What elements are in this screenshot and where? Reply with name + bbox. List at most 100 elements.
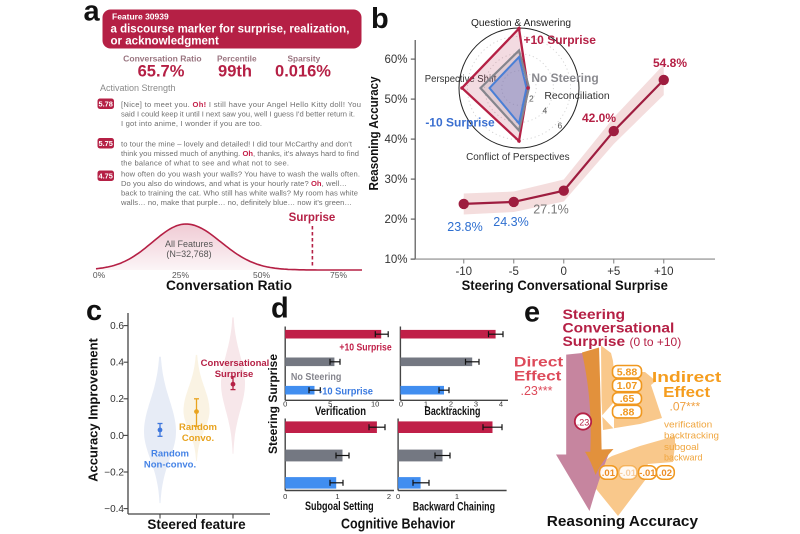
- svg-text:Verification: Verification: [315, 406, 366, 418]
- svg-text:Conversational: Conversational: [201, 358, 270, 369]
- svg-text:walls… no, make that purple… n: walls… no, make that purple… no, definit…: [120, 198, 352, 207]
- svg-text:Steering Conversational Surpri: Steering Conversational Surprise: [462, 278, 669, 293]
- svg-text:75%: 75%: [330, 270, 347, 280]
- svg-text:10%: 10%: [384, 254, 407, 266]
- svg-text:No Steering: No Steering: [531, 71, 598, 85]
- svg-text:0.2: 0.2: [110, 394, 124, 405]
- svg-text:.65: .65: [620, 393, 635, 405]
- svg-text:All Features: All Features: [165, 239, 214, 249]
- svg-text:a: a: [84, 0, 101, 28]
- svg-text:25%: 25%: [172, 270, 189, 280]
- svg-text:Random: Random: [151, 449, 189, 460]
- svg-text:-10: -10: [455, 266, 472, 278]
- svg-text:Do you also do windows, and wh: Do you also do windows, and what is your…: [121, 179, 347, 188]
- svg-text:Reconciliation: Reconciliation: [544, 90, 610, 102]
- svg-text:20%: 20%: [384, 214, 407, 226]
- svg-text:.23***: .23***: [521, 384, 553, 398]
- svg-text:6: 6: [558, 121, 563, 131]
- svg-text:1: 1: [335, 492, 339, 501]
- svg-text:0.0: 0.0: [110, 431, 124, 442]
- svg-text:0: 0: [399, 400, 403, 409]
- svg-text:backtracking: backtracking: [664, 431, 719, 442]
- svg-text:30%: 30%: [384, 174, 407, 186]
- svg-text:0: 0: [283, 400, 287, 409]
- svg-text:(0 to +10): (0 to +10): [630, 335, 682, 349]
- svg-text:0.4: 0.4: [110, 358, 124, 369]
- svg-text:−0.2: −0.2: [104, 467, 124, 478]
- svg-text:back to training the cat. Who: back to training the cat. Who still has …: [121, 189, 358, 198]
- svg-text:to tour the mine – lovely and: to tour the mine – lovely and detailed! …: [121, 140, 353, 149]
- svg-text:24.3%: 24.3%: [493, 215, 528, 229]
- svg-text:Surprise: Surprise: [563, 333, 626, 349]
- svg-text:0%: 0%: [93, 270, 106, 280]
- svg-text:Indirect: Indirect: [652, 369, 721, 386]
- svg-text:Surprise: Surprise: [289, 212, 336, 224]
- svg-text:Feature 30939: Feature 30939: [112, 12, 169, 22]
- svg-text:1.07: 1.07: [617, 380, 638, 392]
- svg-text:0: 0: [283, 492, 287, 501]
- svg-text:4: 4: [543, 106, 548, 116]
- svg-text:Steered feature: Steered feature: [147, 517, 246, 532]
- svg-text:Convo.: Convo.: [182, 433, 214, 444]
- svg-text:-.01: -.01: [620, 468, 637, 479]
- svg-text:c: c: [86, 295, 102, 327]
- svg-text:-10 Surprise: -10 Surprise: [319, 387, 373, 398]
- svg-text:I got into anime, I wonder if: I got into anime, I wonder if you are to…: [121, 119, 262, 128]
- svg-text:Subgoal Setting: Subgoal Setting: [305, 501, 374, 513]
- svg-text:54.8%: 54.8%: [653, 56, 687, 70]
- svg-text:a discourse marker for surpris: a discourse marker for surprise, realiza…: [111, 22, 350, 36]
- svg-text:the balance of what to see and: the balance of what to see and what not …: [121, 159, 289, 168]
- svg-text:40%: 40%: [384, 134, 407, 146]
- svg-text:+10 Surprise: +10 Surprise: [339, 343, 392, 354]
- svg-text:-5: -5: [509, 266, 519, 278]
- svg-text:said I could keep it until I n: said I could keep it until I next saw yo…: [121, 109, 355, 118]
- svg-text:e: e: [524, 297, 540, 329]
- svg-text:[Nice] to meet you. Oh! I stil: [Nice] to meet you. Oh! I still have you…: [121, 100, 361, 109]
- svg-text:2: 2: [387, 492, 391, 501]
- svg-text:0: 0: [396, 492, 400, 501]
- svg-text:Conversational: Conversational: [563, 320, 675, 336]
- svg-text:Conversation Ratio: Conversation Ratio: [166, 278, 292, 293]
- svg-text:50%: 50%: [253, 270, 270, 280]
- svg-text:0: 0: [561, 266, 567, 278]
- svg-text:Conflict of Perspectives: Conflict of Perspectives: [466, 151, 569, 163]
- svg-text:Perspective Shift: Perspective Shift: [425, 73, 497, 85]
- svg-text:+5: +5: [607, 266, 620, 278]
- svg-text:Effect: Effect: [514, 369, 562, 384]
- svg-text:+10: +10: [654, 266, 674, 278]
- svg-text:-.01: -.01: [639, 468, 656, 479]
- svg-text:0.6: 0.6: [110, 321, 124, 332]
- svg-text:Steering Surprise: Steering Surprise: [266, 354, 280, 454]
- svg-text:5.88: 5.88: [617, 367, 638, 379]
- svg-text:Direct: Direct: [514, 355, 564, 370]
- svg-text:.88: .88: [620, 406, 635, 418]
- svg-text:23.8%: 23.8%: [447, 220, 482, 234]
- svg-text:5: 5: [328, 400, 332, 409]
- svg-text:verification: verification: [664, 420, 712, 431]
- svg-text:0.016%: 0.016%: [275, 63, 331, 81]
- svg-text:4.75: 4.75: [99, 171, 113, 180]
- svg-text:No Steering: No Steering: [291, 372, 342, 383]
- svg-text:Question & Answering: Question & Answering: [471, 17, 571, 29]
- svg-text:27.1%: 27.1%: [533, 203, 568, 217]
- svg-text:1: 1: [424, 400, 428, 409]
- svg-text:Random: Random: [179, 422, 217, 433]
- svg-text:Accuracy Improvement: Accuracy Improvement: [86, 337, 101, 481]
- svg-text:backward: backward: [664, 453, 703, 464]
- svg-text:(N=32,768): (N=32,768): [166, 249, 211, 259]
- svg-text:or acknowledgment: or acknowledgment: [111, 34, 219, 48]
- svg-text:.02: .02: [659, 468, 672, 479]
- svg-text:3: 3: [474, 400, 478, 409]
- svg-text:60%: 60%: [384, 54, 407, 66]
- svg-text:Surprise: Surprise: [215, 369, 254, 380]
- svg-text:think you missed much of anyth: think you missed much of anything. Oh, t…: [121, 149, 359, 158]
- svg-text:Non-convo.: Non-convo.: [144, 460, 196, 471]
- svg-text:.07***: .07***: [670, 400, 701, 414]
- svg-text:Percentile: Percentile: [217, 54, 257, 64]
- svg-text:how often do you wash your wal: how often do you wash your walls? You ha…: [121, 169, 360, 178]
- svg-text:Cognitive Behavior: Cognitive Behavior: [341, 516, 455, 533]
- svg-text:1: 1: [455, 492, 459, 501]
- svg-text:42.0%: 42.0%: [582, 111, 616, 125]
- svg-text:99th: 99th: [218, 63, 252, 81]
- svg-text:Steering: Steering: [563, 306, 626, 322]
